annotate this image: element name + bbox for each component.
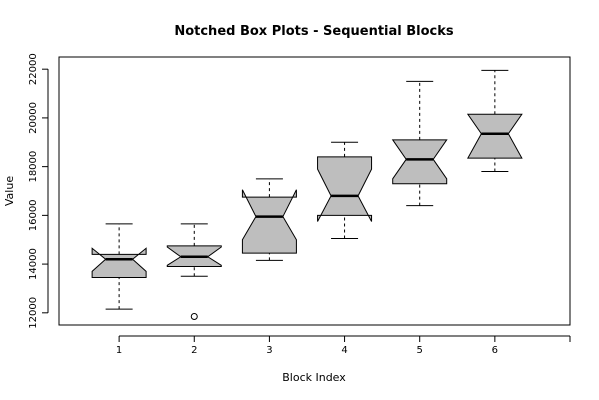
box-3 [241,178,297,261]
x-tick-label: 4 [341,345,347,356]
box-body [466,113,523,159]
x-axis: 1 2 3 4 5 6 [116,335,571,356]
box-body [241,189,297,254]
y-tick-label: 20000 [28,102,39,134]
y-axis: 12000 14000 16000 18000 20000 22000 [28,53,49,329]
box-2 [166,223,222,320]
box-4 [317,141,373,240]
box-body [317,156,373,222]
y-tick-label: 16000 [28,199,39,231]
x-tick-label: 5 [417,345,423,356]
x-tick-label: 2 [191,345,197,356]
x-axis-label: Block Index [282,371,346,384]
x-tick-label: 6 [492,345,498,356]
boxes-group [91,69,523,320]
box-1 [91,223,147,310]
y-tick-label: 22000 [28,53,39,85]
box-body [91,247,147,278]
x-tick-label: 1 [116,345,122,356]
y-tick-label: 12000 [28,297,39,329]
box-6 [466,69,523,173]
box-body [391,139,448,185]
plot-frame [58,56,571,326]
y-tick-label: 18000 [28,151,39,183]
y-axis-label: Value [3,176,16,206]
y-tick-label: 14000 [28,248,39,280]
x-tick-label: 3 [266,345,272,356]
box-5 [391,80,448,207]
chart-title: Notched Box Plots - Sequential Blocks [174,24,454,39]
outlier-point [190,312,198,320]
